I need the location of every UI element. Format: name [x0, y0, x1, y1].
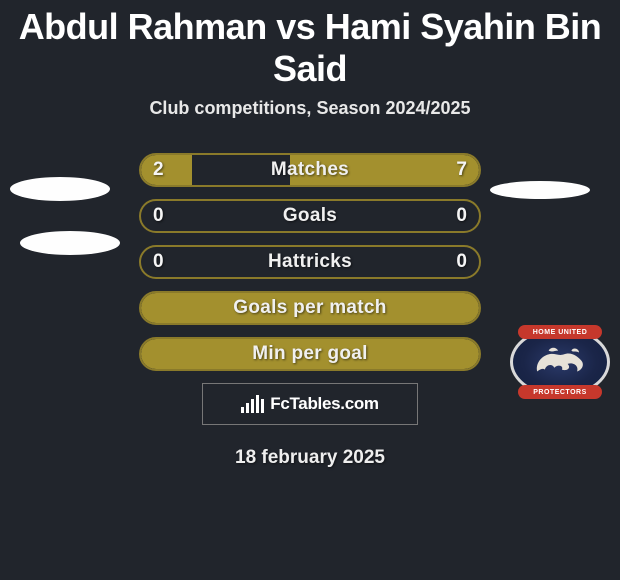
- badge-dragon-icon: [528, 343, 592, 381]
- stat-label: Min per goal: [141, 339, 479, 369]
- subtitle: Club competitions, Season 2024/2025: [0, 98, 620, 119]
- stat-label: Goals per match: [141, 293, 479, 323]
- date-line: 18 february 2025: [0, 447, 620, 469]
- comparison-area: HOME UNITED PROTECTORS 27Matches 00Goals 0…: [0, 153, 620, 469]
- badge-text-top: HOME UNITED: [518, 325, 602, 339]
- badge-text-bottom: PROTECTORS: [518, 385, 602, 399]
- player-left-placeholder-2: [20, 231, 120, 255]
- stat-label: Hattricks: [141, 247, 479, 277]
- player-right-placeholder-1: [490, 181, 590, 199]
- stat-row: 00Hattricks: [139, 245, 481, 279]
- brand-text: FcTables.com: [270, 394, 379, 414]
- club-badge-home-united: HOME UNITED PROTECTORS: [510, 327, 610, 397]
- stat-label: Matches: [141, 155, 479, 185]
- page-title: Abdul Rahman vs Hami Syahin Bin Said: [0, 0, 620, 98]
- stat-label: Goals: [141, 201, 479, 231]
- brand-box[interactable]: FcTables.com: [202, 383, 418, 425]
- stat-row: Min per goal: [139, 337, 481, 371]
- player-left-placeholder-1: [10, 177, 110, 201]
- stat-row: Goals per match: [139, 291, 481, 325]
- stat-row: 27Matches: [139, 153, 481, 187]
- brand-bars-icon: [241, 395, 264, 413]
- stat-row: 00Goals: [139, 199, 481, 233]
